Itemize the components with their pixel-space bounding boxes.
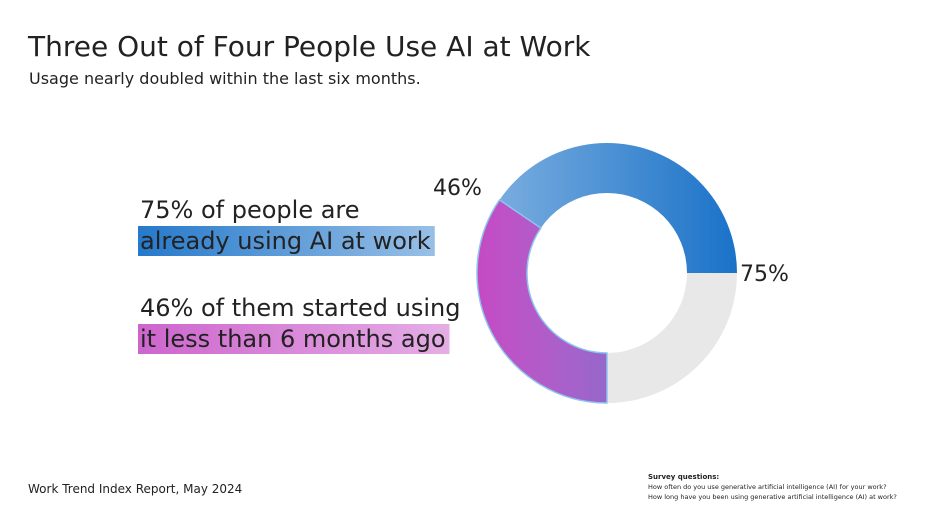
source: Work Trend Index Report, May 2024 bbox=[28, 482, 242, 496]
callouts: 75% of people are already using AI at wor… bbox=[138, 196, 460, 354]
value-label: 75% bbox=[740, 262, 789, 287]
callout-line: 46% of them started using bbox=[140, 294, 460, 322]
callout-line: it less than 6 months ago bbox=[140, 325, 446, 353]
highlight bbox=[138, 324, 450, 354]
title: Three Out of Four People Use AI at Work bbox=[27, 30, 591, 63]
value-label: 46% bbox=[433, 176, 482, 201]
survey-heading: Survey questions: bbox=[648, 473, 719, 481]
callout-line: 75% of people are bbox=[140, 196, 360, 224]
highlight bbox=[138, 226, 435, 256]
callout-line: already using AI at work bbox=[140, 227, 431, 255]
donut-remainder bbox=[607, 273, 737, 403]
survey-question: How often do you use generative artifici… bbox=[648, 483, 887, 491]
donut-segment bbox=[476, 198, 608, 404]
survey-question: How long have you been using generative … bbox=[648, 493, 897, 501]
subtitle: Usage nearly doubled within the last six… bbox=[29, 69, 421, 88]
donut: 75% 46% bbox=[433, 143, 789, 404]
